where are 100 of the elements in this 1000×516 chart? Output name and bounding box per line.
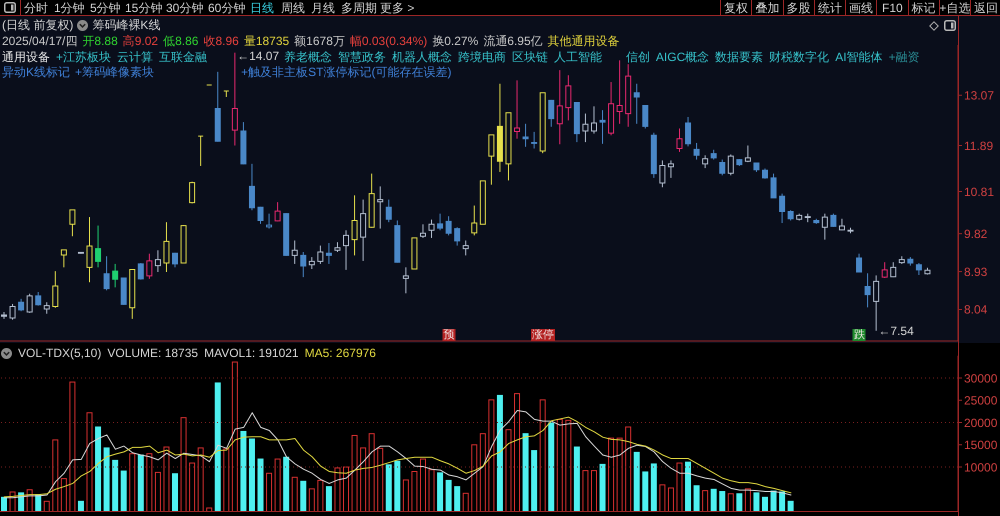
bar — [496, 394, 503, 512]
bar — [317, 480, 324, 512]
annotation: 云计算 — [117, 50, 153, 64]
bar — [676, 462, 682, 512]
text: 多周期 — [341, 1, 377, 15]
annotation: 额1678万 — [294, 34, 345, 48]
annotation: +触及非主板ST涨停标记(可能存在误差) — [241, 65, 452, 79]
text: 叠加 — [755, 0, 780, 14]
bar — [488, 399, 494, 512]
bar — [60, 478, 67, 512]
text: F10 — [882, 0, 903, 14]
bar — [368, 433, 375, 512]
candlestick — [488, 134, 494, 186]
text: 15分钟 — [125, 1, 162, 15]
annotation: 幅0.03(0.34%) — [350, 34, 428, 48]
bar — [514, 393, 520, 512]
bar — [608, 438, 614, 512]
bar — [600, 464, 606, 512]
bar — [78, 500, 84, 512]
bar — [292, 476, 298, 512]
candlestick — [480, 180, 486, 225]
bar — [694, 485, 700, 512]
text: MAVOL1: 191021 — [204, 346, 299, 360]
candlestick — [402, 266, 409, 294]
bar — [788, 500, 794, 512]
bar — [762, 496, 768, 512]
annotation: 异动K线标记 — [2, 65, 70, 79]
bar — [154, 472, 161, 512]
annotation: 流通6.95亿 — [483, 34, 543, 48]
annotation: 预 — [442, 329, 456, 341]
y-tick-label: 8.93 — [964, 264, 988, 279]
bar — [120, 470, 127, 512]
candlestick — [352, 194, 358, 256]
annotation: 换0.27% — [432, 34, 478, 48]
candlestick — [129, 268, 136, 320]
bar — [659, 484, 666, 512]
annotation: 其他通用设备 — [548, 34, 620, 48]
chart-title: (日线 前复权) — [2, 18, 74, 32]
annotation: 收8.96 — [203, 34, 239, 48]
bar — [248, 438, 255, 512]
bar — [685, 462, 692, 512]
y-tick-label: 30000 — [964, 371, 998, 386]
annotation: +江苏板块 — [56, 50, 112, 64]
bar — [258, 458, 264, 512]
bar — [138, 454, 144, 512]
bar — [377, 448, 384, 512]
bar — [728, 493, 734, 512]
candlestick — [659, 160, 666, 188]
y-tick-label: 20000 — [964, 416, 998, 430]
text: 画线 — [849, 0, 874, 14]
text: 60分钟 — [208, 1, 246, 15]
candlestick — [377, 186, 384, 230]
candlestick — [232, 52, 238, 146]
annotation: 跨境电商 — [458, 50, 506, 64]
bar — [471, 444, 478, 512]
y-tick-label: 10000 — [964, 460, 998, 474]
bar — [112, 460, 118, 512]
annotation: +融资 — [888, 50, 920, 64]
candlestick — [514, 80, 520, 140]
candlestick — [292, 240, 298, 264]
bar — [668, 487, 674, 512]
bar — [548, 422, 554, 512]
bar — [386, 464, 392, 512]
annotation: 量18735 — [244, 34, 290, 48]
bar — [770, 490, 777, 512]
bar — [625, 426, 632, 512]
bar — [582, 470, 588, 512]
bar — [214, 382, 221, 512]
bar — [719, 491, 726, 512]
annotation: 区块链 — [512, 50, 548, 64]
annotation: 开8.88 — [82, 34, 118, 48]
candlestick — [505, 112, 512, 181]
candlestick — [86, 216, 93, 283]
bar — [590, 470, 597, 512]
annotation: VOLUME: 18735 — [107, 346, 198, 360]
annotation: 智慧政务 — [338, 50, 386, 64]
bar — [266, 472, 272, 512]
bar — [163, 446, 170, 512]
chart-subtitle: 筹码峰裸K线 — [92, 18, 160, 32]
bar — [531, 450, 538, 512]
chart-title: VOL-TDX(5,10) — [18, 346, 102, 360]
bar — [616, 438, 623, 512]
bar — [326, 486, 332, 512]
candlestick — [360, 199, 366, 262]
bar — [308, 488, 315, 512]
candlestick — [60, 249, 67, 268]
annotation: 通用设备 — [2, 50, 50, 64]
bar — [172, 473, 178, 512]
bar — [574, 446, 580, 512]
annotation: 涨停 — [530, 329, 555, 341]
candlestick — [565, 74, 572, 121]
bar — [343, 466, 350, 512]
annotation: 跌 — [852, 329, 866, 341]
text: 周线 — [281, 1, 305, 15]
text: 月线 — [311, 1, 335, 15]
bar — [334, 467, 340, 512]
bar — [283, 456, 290, 512]
text: 返回 — [974, 0, 998, 14]
annotation: 低8.86 — [163, 34, 198, 48]
candlestick — [600, 110, 606, 144]
